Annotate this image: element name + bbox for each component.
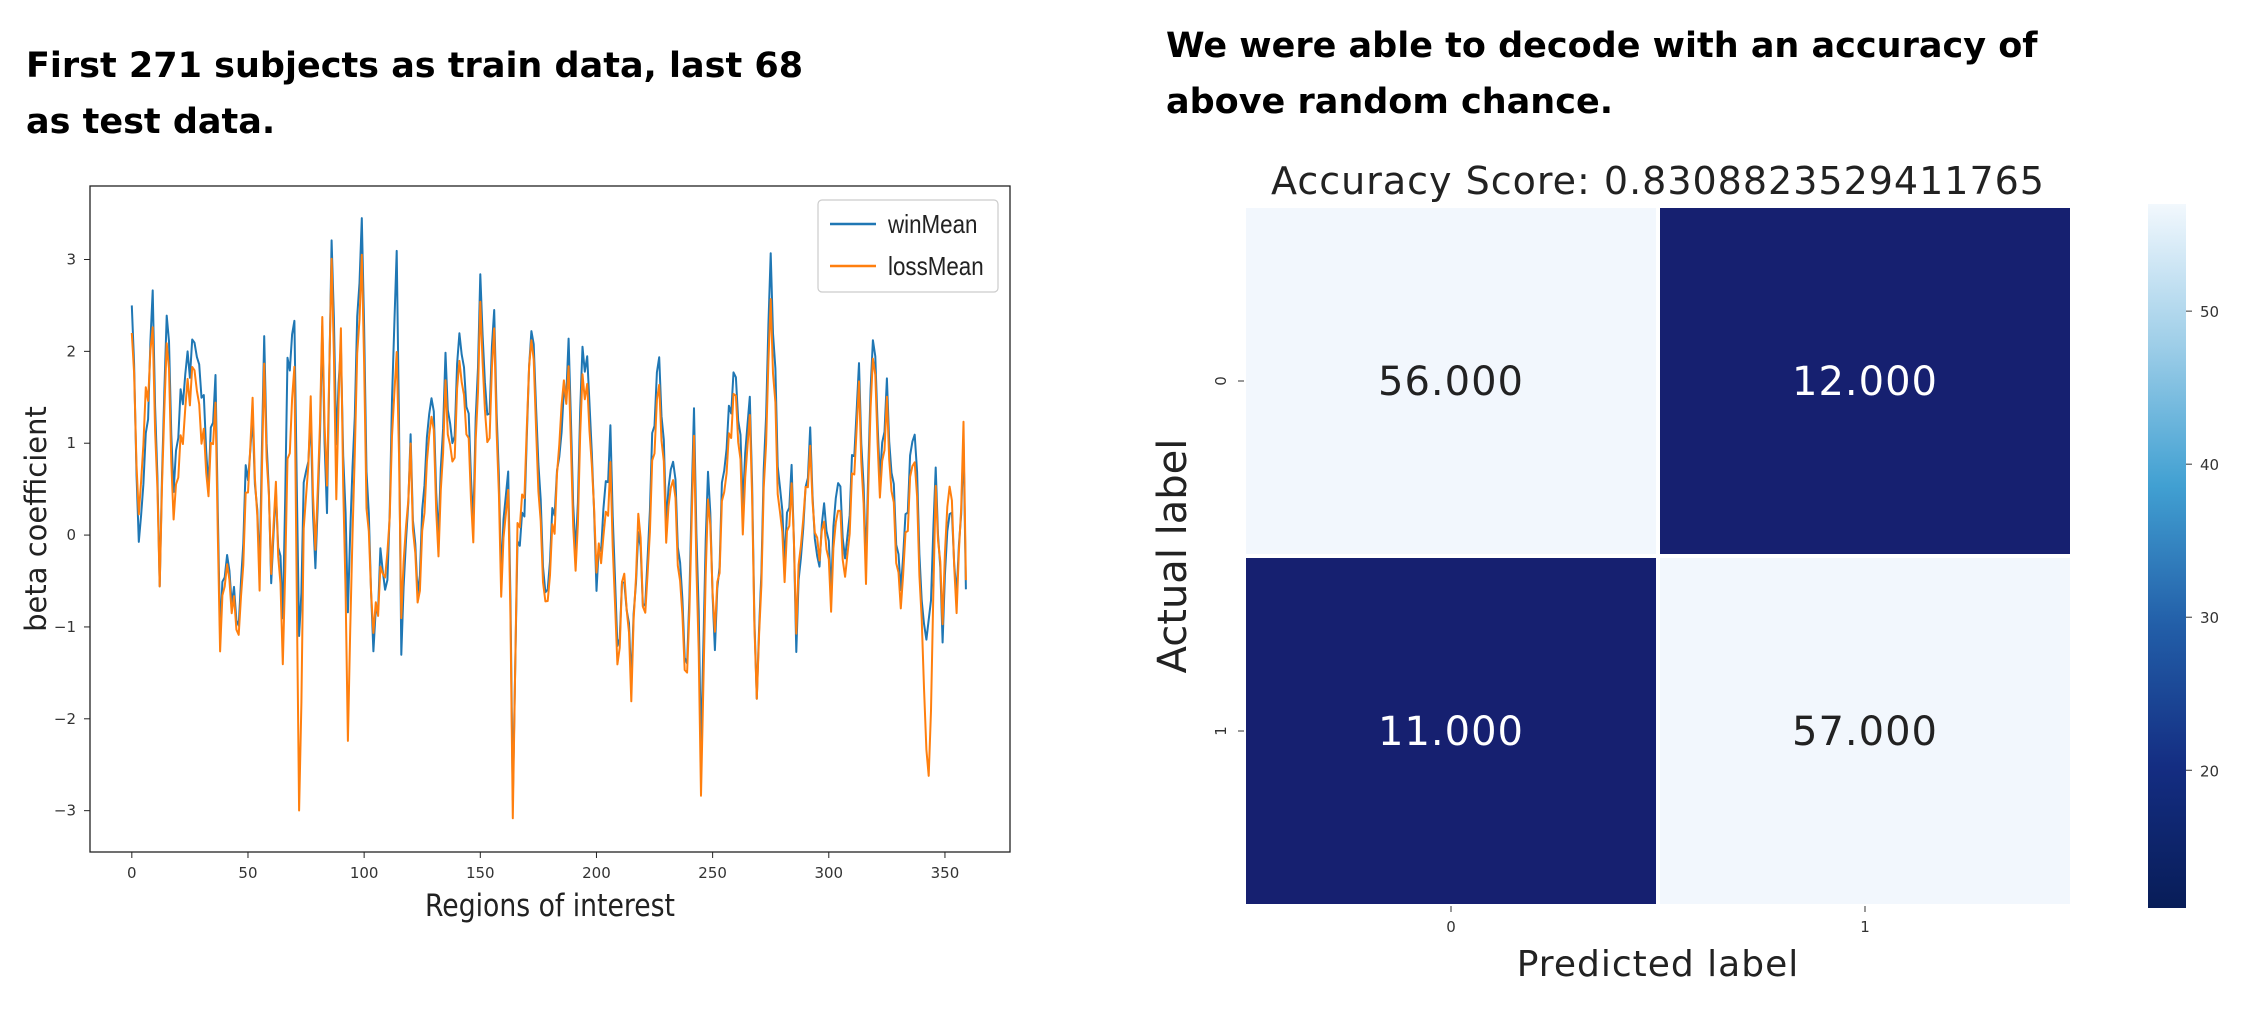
x-tick-label: 350 [931, 864, 960, 882]
right-caption: We were able to decode with an accuracy … [1166, 26, 2038, 122]
heatmap-cell-label: 11.000 [1378, 709, 1524, 755]
left-caption: First 271 subjects as train data, last 6… [26, 46, 804, 142]
legend-label-winMean: winMean [887, 210, 977, 239]
y-tick-label: 2 [66, 342, 76, 360]
y-tick-label: 0 [1212, 376, 1230, 386]
y-tick-label: 1 [1212, 726, 1230, 736]
heatmap-cell [1656, 204, 2074, 558]
heatmap-cell-label: 57.000 [1792, 709, 1938, 755]
colorbar-tick-label: 50 [2200, 303, 2219, 321]
y-tick-label: −2 [54, 710, 76, 728]
heatmap-cell [1242, 204, 1660, 558]
y-tick-label: −3 [54, 802, 76, 820]
x-axis-label: Predicted label [1517, 944, 1800, 985]
x-tick-label: 300 [814, 864, 843, 882]
y-axis-label: beta coefficient [19, 406, 53, 632]
x-tick-label: 1 [1860, 918, 1870, 936]
heatmap-cell [1242, 554, 1660, 908]
y-tick-label: 0 [66, 526, 76, 544]
colorbar-tick-label: 40 [2200, 456, 2219, 474]
x-axis-label: Regions of interest [425, 887, 675, 923]
colorbar-tick-label: 30 [2200, 609, 2219, 627]
x-tick-label: 150 [466, 864, 495, 882]
y-axis-label: Actual label [1150, 439, 1196, 674]
y-tick-label: 3 [66, 250, 76, 268]
colorbar-tick-label: 20 [2200, 762, 2219, 780]
heatmap-cell-label: 12.000 [1792, 359, 1938, 405]
colorbar [2148, 204, 2186, 908]
y-tick-label: −1 [54, 618, 76, 636]
heatmap-title: Accuracy Score: 0.8308823529411765 [1271, 159, 2045, 203]
x-tick-label: 100 [350, 864, 379, 882]
legend-label-lossMean: lossMean [888, 252, 984, 281]
x-tick-label: 200 [582, 864, 611, 882]
y-tick-label: 1 [66, 434, 76, 452]
heatmap-cell-label: 56.000 [1378, 359, 1524, 405]
line-chart: 0 50 100 150 200 250 300 350 −3 −2 −1 0 1 2 3 Regions o… [19, 185, 1011, 924]
x-tick-label: 0 [1446, 918, 1456, 936]
x-tick-label: 50 [238, 864, 257, 882]
x-tick-label: 0 [127, 864, 137, 882]
heatmap-cell [1656, 554, 2074, 908]
series-line-lossMean [130, 253, 967, 820]
x-tick-label: 250 [698, 864, 727, 882]
